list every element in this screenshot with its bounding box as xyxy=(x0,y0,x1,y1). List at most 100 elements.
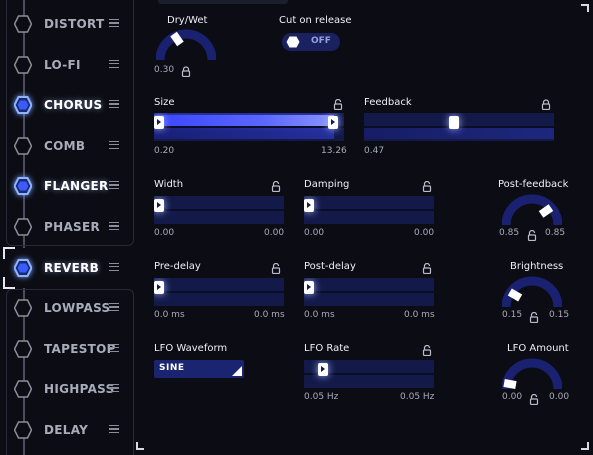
size-slider-min-handle[interactable] xyxy=(154,116,164,129)
effects-group-frame-top xyxy=(6,0,134,246)
selection-corner-tl xyxy=(3,246,15,259)
size-lock-icon[interactable] xyxy=(333,99,343,110)
width-label: Width xyxy=(154,179,184,190)
lfo-rate-slider[interactable] xyxy=(304,360,434,388)
drag-handle-icon[interactable] xyxy=(109,181,119,190)
sidebar-item-lowpass[interactable]: LOWPASS xyxy=(0,288,134,328)
post-delay-slider-handle[interactable] xyxy=(304,281,314,294)
hexagon-outline-icon[interactable] xyxy=(14,340,32,358)
damping-min-value: 0.00 xyxy=(304,228,325,238)
dry-wet-knob[interactable] xyxy=(156,28,216,62)
panel-top-tab xyxy=(158,0,288,4)
drag-handle-icon[interactable] xyxy=(109,343,119,352)
feedback-slider-handle[interactable] xyxy=(449,116,459,129)
sidebar-item-comb[interactable]: COMB xyxy=(0,126,134,166)
sidebar-item-label: FLANGER xyxy=(44,179,109,194)
dry-wet-lock-icon[interactable] xyxy=(181,66,191,77)
pre-delay-label: Pre-delay xyxy=(154,261,201,272)
sidebar-item-tapestop[interactable]: TAPESTOP xyxy=(0,329,134,369)
brightness-knob[interactable] xyxy=(502,275,562,309)
sidebar-item-distort[interactable]: DISTORT xyxy=(0,4,134,44)
sidebar-item-flanger[interactable]: FLANGER xyxy=(0,166,134,206)
drag-handle-icon[interactable] xyxy=(109,303,119,312)
post-feedback-knob[interactable] xyxy=(502,193,562,227)
post-delay-lock-icon[interactable] xyxy=(422,263,432,274)
toggle-hexagon-icon xyxy=(286,36,300,48)
brightness-min-value: 0.15 xyxy=(502,310,523,320)
lfo-waveform-dropdown[interactable]: SINE xyxy=(154,360,244,378)
size-max-value: 13.26 xyxy=(321,146,347,156)
post-delay-slider[interactable] xyxy=(304,278,434,306)
pre-delay-min-value: 0.0 ms xyxy=(154,310,185,320)
sidebar-item-label: HIGHPASS xyxy=(44,382,115,397)
lfo-amount-lock-icon[interactable] xyxy=(529,394,539,405)
lfo-amount-min-value: 0.00 xyxy=(502,392,523,402)
drag-handle-icon[interactable] xyxy=(109,19,119,27)
post-feedback-max-value: 0.85 xyxy=(545,228,566,238)
size-slider-fill-lower xyxy=(154,128,334,139)
panel-corner-br xyxy=(581,442,589,450)
lfo-rate-slider-handle[interactable] xyxy=(318,363,328,376)
selection-corner-bl xyxy=(3,276,15,289)
drag-handle-icon[interactable] xyxy=(109,384,119,393)
sidebar-item-label: DELAY xyxy=(44,423,89,437)
feedback-slider-track-lower xyxy=(364,128,554,139)
damping-slider-divider xyxy=(304,209,434,211)
damping-lock-icon[interactable] xyxy=(422,181,432,192)
hexagon-outline-icon[interactable] xyxy=(14,380,32,399)
drag-handle-icon[interactable] xyxy=(109,425,119,433)
size-slider[interactable] xyxy=(154,113,344,141)
pre-delay-lock-icon[interactable] xyxy=(271,263,281,274)
sidebar-item-delay[interactable]: DELAY xyxy=(0,410,134,450)
hexagon-outline-icon[interactable] xyxy=(14,421,32,439)
sidebar-item-label: TAPESTOP xyxy=(44,341,116,356)
size-min-value: 0.20 xyxy=(154,146,175,156)
pre-delay-slider[interactable] xyxy=(154,278,284,306)
hexagon-glow-icon[interactable] xyxy=(14,258,32,277)
sidebar-item-chorus[interactable]: CHORUS xyxy=(0,85,134,125)
pre-delay-slider-handle[interactable] xyxy=(154,281,164,294)
brightness-lock-icon[interactable] xyxy=(529,312,539,323)
drag-handle-icon[interactable] xyxy=(109,222,119,230)
post-delay-slider-divider xyxy=(304,291,434,293)
damping-slider[interactable] xyxy=(304,196,434,224)
post-feedback-min-value: 0.85 xyxy=(499,228,520,238)
width-slider[interactable] xyxy=(154,196,284,224)
cut-on-release-state: OFF xyxy=(311,36,331,46)
hexagon-outline-icon[interactable] xyxy=(14,15,32,33)
hexagon-outline-icon[interactable] xyxy=(14,137,32,155)
hexagon-outline-icon[interactable] xyxy=(14,299,32,317)
sidebar-item-reverb[interactable]: REVERB xyxy=(0,246,134,289)
cut-on-release-toggle[interactable]: OFF xyxy=(282,33,340,51)
post-feedback-label: Post-feedback xyxy=(498,179,569,190)
hexagon-outline-icon[interactable] xyxy=(14,55,32,74)
size-slider-handle[interactable] xyxy=(328,116,338,129)
sidebar-item-lo-fi[interactable]: LO-FI xyxy=(0,45,134,85)
lfo-amount-max-value: 0.00 xyxy=(549,392,570,402)
drag-handle-icon[interactable] xyxy=(109,140,119,149)
width-lock-icon[interactable] xyxy=(271,181,281,192)
drag-handle-icon[interactable] xyxy=(109,262,119,271)
hexagon-glow-icon[interactable] xyxy=(14,96,32,115)
reverb-panel: Dry/Wet 0.30 Cut on release OFF Size xyxy=(136,0,593,455)
sidebar-item-label: DISTORT xyxy=(44,17,105,31)
width-max-value: 0.00 xyxy=(264,228,285,238)
panel-corner-tr xyxy=(581,4,589,12)
effects-group-frame-bottom xyxy=(6,289,134,455)
width-slider-handle[interactable] xyxy=(154,199,164,212)
hexagon-glow-icon[interactable] xyxy=(14,177,32,196)
drag-handle-icon[interactable] xyxy=(109,100,119,109)
lfo-rate-lock-icon[interactable] xyxy=(422,345,432,356)
sidebar-item-phaser[interactable]: PHASER xyxy=(0,207,134,247)
feedback-value: 0.47 xyxy=(364,146,385,156)
drag-handle-icon[interactable] xyxy=(109,59,119,68)
sidebar-item-label: REVERB xyxy=(44,260,100,275)
hexagon-outline-icon[interactable] xyxy=(14,218,32,236)
damping-slider-handle[interactable] xyxy=(304,199,314,212)
lfo-amount-knob[interactable] xyxy=(502,357,562,391)
feedback-slider[interactable] xyxy=(364,113,554,141)
post-feedback-lock-icon[interactable] xyxy=(527,230,537,241)
feedback-lock-icon[interactable] xyxy=(541,99,551,110)
sidebar-item-highpass[interactable]: HIGHPASS xyxy=(0,369,134,409)
